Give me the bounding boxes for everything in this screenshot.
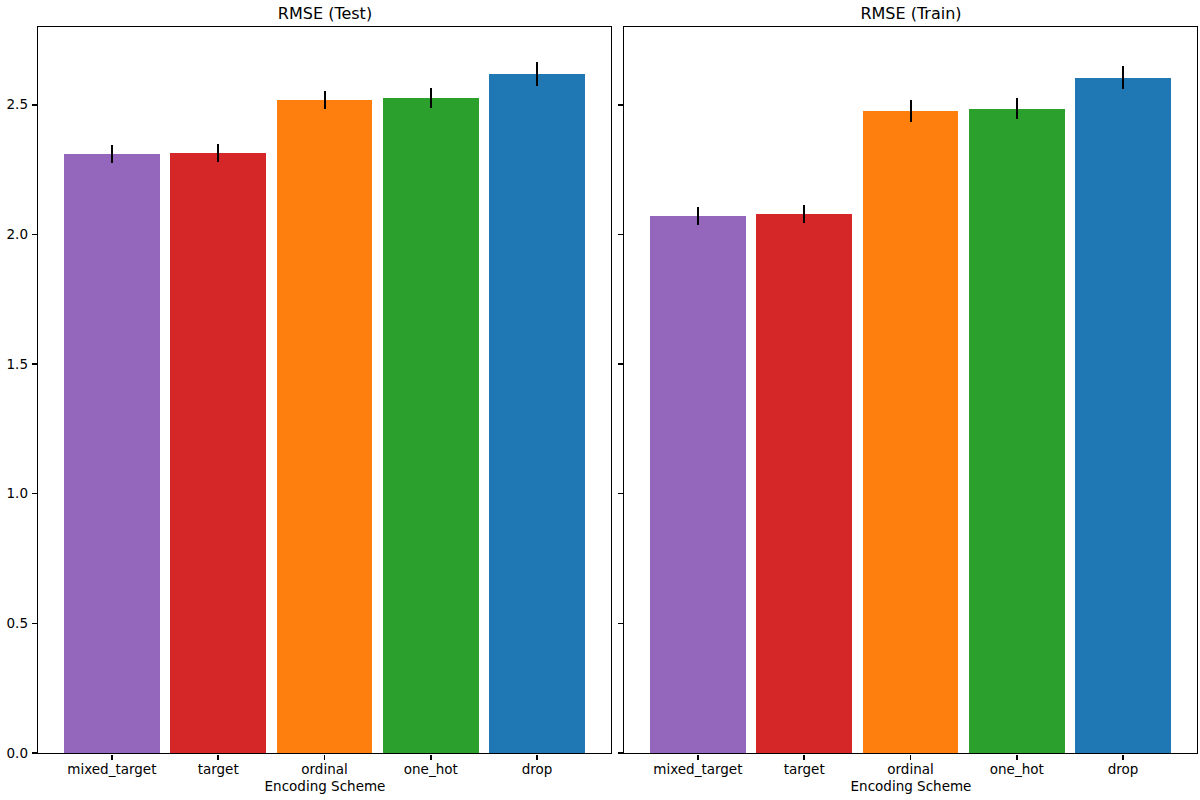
x-tick-mark [910,755,912,760]
x-axis-label-train: Encoding Scheme [623,777,1199,795]
x-tick-mark [803,755,805,760]
bar-one_hot [383,98,479,753]
error-bar-mixed_target [111,145,113,163]
x-tick-mark [430,755,432,760]
y-tick-label: 1.5 [0,356,28,373]
y-tick-mark [32,623,37,625]
y-tick-mark [618,623,623,625]
y-tick-label: 0.0 [0,745,28,762]
chart-title-train: RMSE (Train) [623,3,1199,25]
y-tick-mark [32,363,37,365]
error-bar-one_hot [430,88,432,108]
x-tick-mark [697,755,699,760]
x-tick-mark [536,755,538,760]
figure: RMSE (Test) RMSE (Train) mixed_targettar… [0,0,1200,800]
y-tick-mark [618,752,623,754]
x-tick-mark [324,755,326,760]
x-tick-label-drop: drop [1053,761,1193,778]
plot-area-train: mixed_targettargetordinalone_hotdrop [623,26,1198,754]
y-tick-mark [32,752,37,754]
x-axis-label-test: Encoding Scheme [37,777,613,795]
y-tick-label: 2.5 [0,96,28,113]
error-bar-target [217,144,219,162]
y-tick-mark [618,104,623,106]
y-tick-mark [618,493,623,495]
y-tick-mark [32,234,37,236]
error-bar-ordinal [910,100,912,122]
error-bar-drop [536,62,538,86]
x-tick-mark [111,755,113,760]
bar-drop [489,74,585,753]
y-tick-mark [618,363,623,365]
y-tick-mark [618,234,623,236]
x-tick-label-drop: drop [467,761,607,778]
error-bar-ordinal [324,91,326,109]
bar-ordinal [863,111,959,753]
bar-mixed_target [650,216,746,753]
plot-area-test: mixed_targettargetordinalone_hotdrop0.00… [37,26,612,754]
x-tick-mark [217,755,219,760]
x-tick-mark [1122,755,1124,760]
error-bar-target [803,205,805,223]
bar-target [756,214,852,753]
error-bar-drop [1122,66,1124,90]
bar-drop [1075,78,1171,753]
y-tick-label: 2.0 [0,226,28,243]
y-tick-mark [32,493,37,495]
bar-target [170,153,266,753]
bar-ordinal [277,100,373,753]
y-tick-label: 1.0 [0,485,28,502]
error-bar-mixed_target [697,207,699,225]
bar-one_hot [969,109,1065,753]
error-bar-one_hot [1016,98,1018,119]
y-tick-label: 0.5 [0,615,28,632]
bar-mixed_target [64,154,160,753]
x-tick-mark [1016,755,1018,760]
y-tick-mark [32,104,37,106]
chart-title-test: RMSE (Test) [37,3,613,25]
